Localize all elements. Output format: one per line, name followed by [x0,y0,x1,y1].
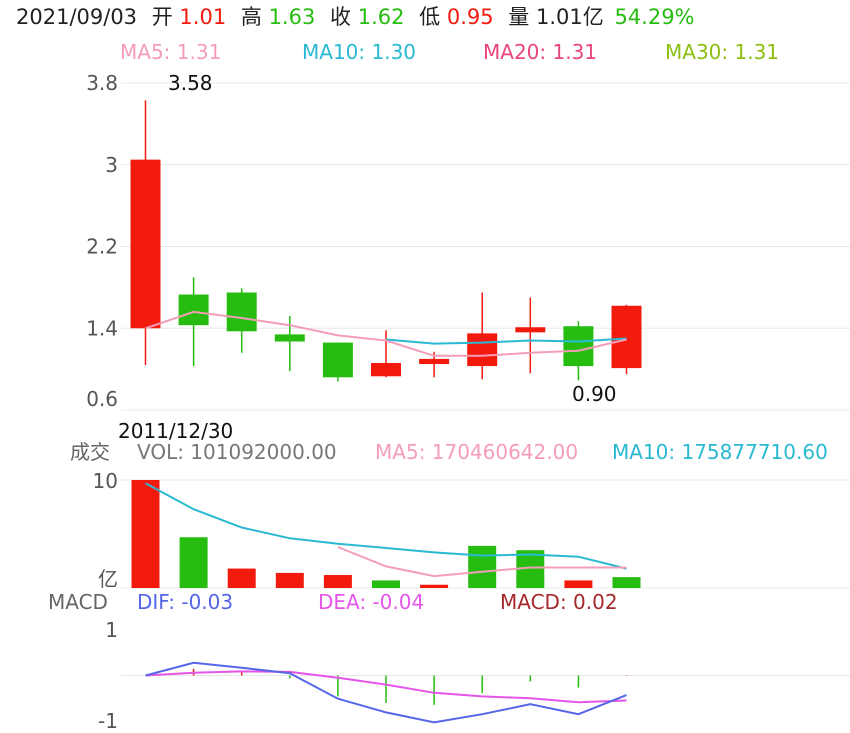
volume-bar [612,577,641,588]
macd-y-tick: -1 [98,709,118,733]
close-value: 1.62 [357,5,405,29]
price-ma10-label: MA10: 1.30 [302,40,417,64]
macd-y-tick: 1 [105,618,118,642]
candle-body [274,334,305,342]
volume-bar [323,575,352,588]
macd-value-label: MACD: 0.02 [500,590,618,614]
candle-body [611,305,642,369]
volume-bar [468,545,497,588]
price-ma30-label: MA30: 1.31 [665,40,780,64]
candle-body [467,333,498,367]
price-max-label: 3.58 [168,71,213,95]
high-label: 高 [240,5,262,29]
price-y-tick: 0.6 [86,387,118,411]
macd-dea-line [145,670,627,704]
volume-label: 量 [508,5,530,29]
volume-ma5-line [337,546,627,578]
volume-unit-label: 亿 [98,567,118,591]
low-label: 低 [419,5,441,29]
price-y-tick: 1.4 [86,316,118,340]
volume-ma10-label: MA10: 175877710.60 [612,440,828,464]
quote-header: 2021/09/03 开 1.01 高 1.63 收 1.62 低 0.95 量… [16,5,695,29]
price-ma5-label: MA5: 1.31 [120,40,222,64]
low-value: 0.95 [446,5,494,29]
macd-dif-label: DIF: -0.03 [137,590,234,614]
candle-body [130,159,161,329]
volume-bar [420,584,449,588]
candle-body [515,327,546,333]
open-label: 开 [151,5,173,29]
candle-body [322,342,353,378]
x-start-date-label: 2011/12/30 [118,419,233,443]
candle-body [371,362,401,377]
price-ma10-line [385,337,627,345]
high-value: 1.63 [268,5,316,29]
volume-value: 1.01亿 [535,5,604,29]
candle-body [563,326,594,367]
volume-bar [131,480,160,588]
macd-dea-label: DEA: -0.04 [318,590,425,614]
price-ma5-line [145,310,627,357]
price-ma20-label: MA20: 1.31 [483,40,598,64]
candle-body [419,358,450,365]
close-label: 收 [330,5,352,29]
volume-y-tick: 10 [93,469,118,493]
candle-body [178,294,209,326]
price-y-tick: 3 [105,153,118,177]
price-y-tick: 2.2 [86,235,118,259]
volume-bar [564,580,593,588]
quote-date: 2021/09/03 [16,5,138,29]
change-percent: 54.29% [614,5,695,29]
volume-title: 成交 [70,440,110,464]
volume-bar [227,568,256,588]
volume-bar [372,580,400,588]
price-y-tick: 3.8 [86,71,118,95]
volume-vol-label: VOL: 101092000.00 [137,440,337,464]
open-value: 1.01 [179,5,227,29]
volume-ma10-line [145,482,627,570]
volume-bar [275,572,304,588]
volume-bar [179,537,208,588]
price-min-label: 0.90 [572,382,617,406]
macd-title: MACD [48,590,108,614]
macd-dif-line [145,661,627,724]
candle-body [226,292,257,332]
volume-ma5-label: MA5: 170460642.00 [375,440,579,464]
